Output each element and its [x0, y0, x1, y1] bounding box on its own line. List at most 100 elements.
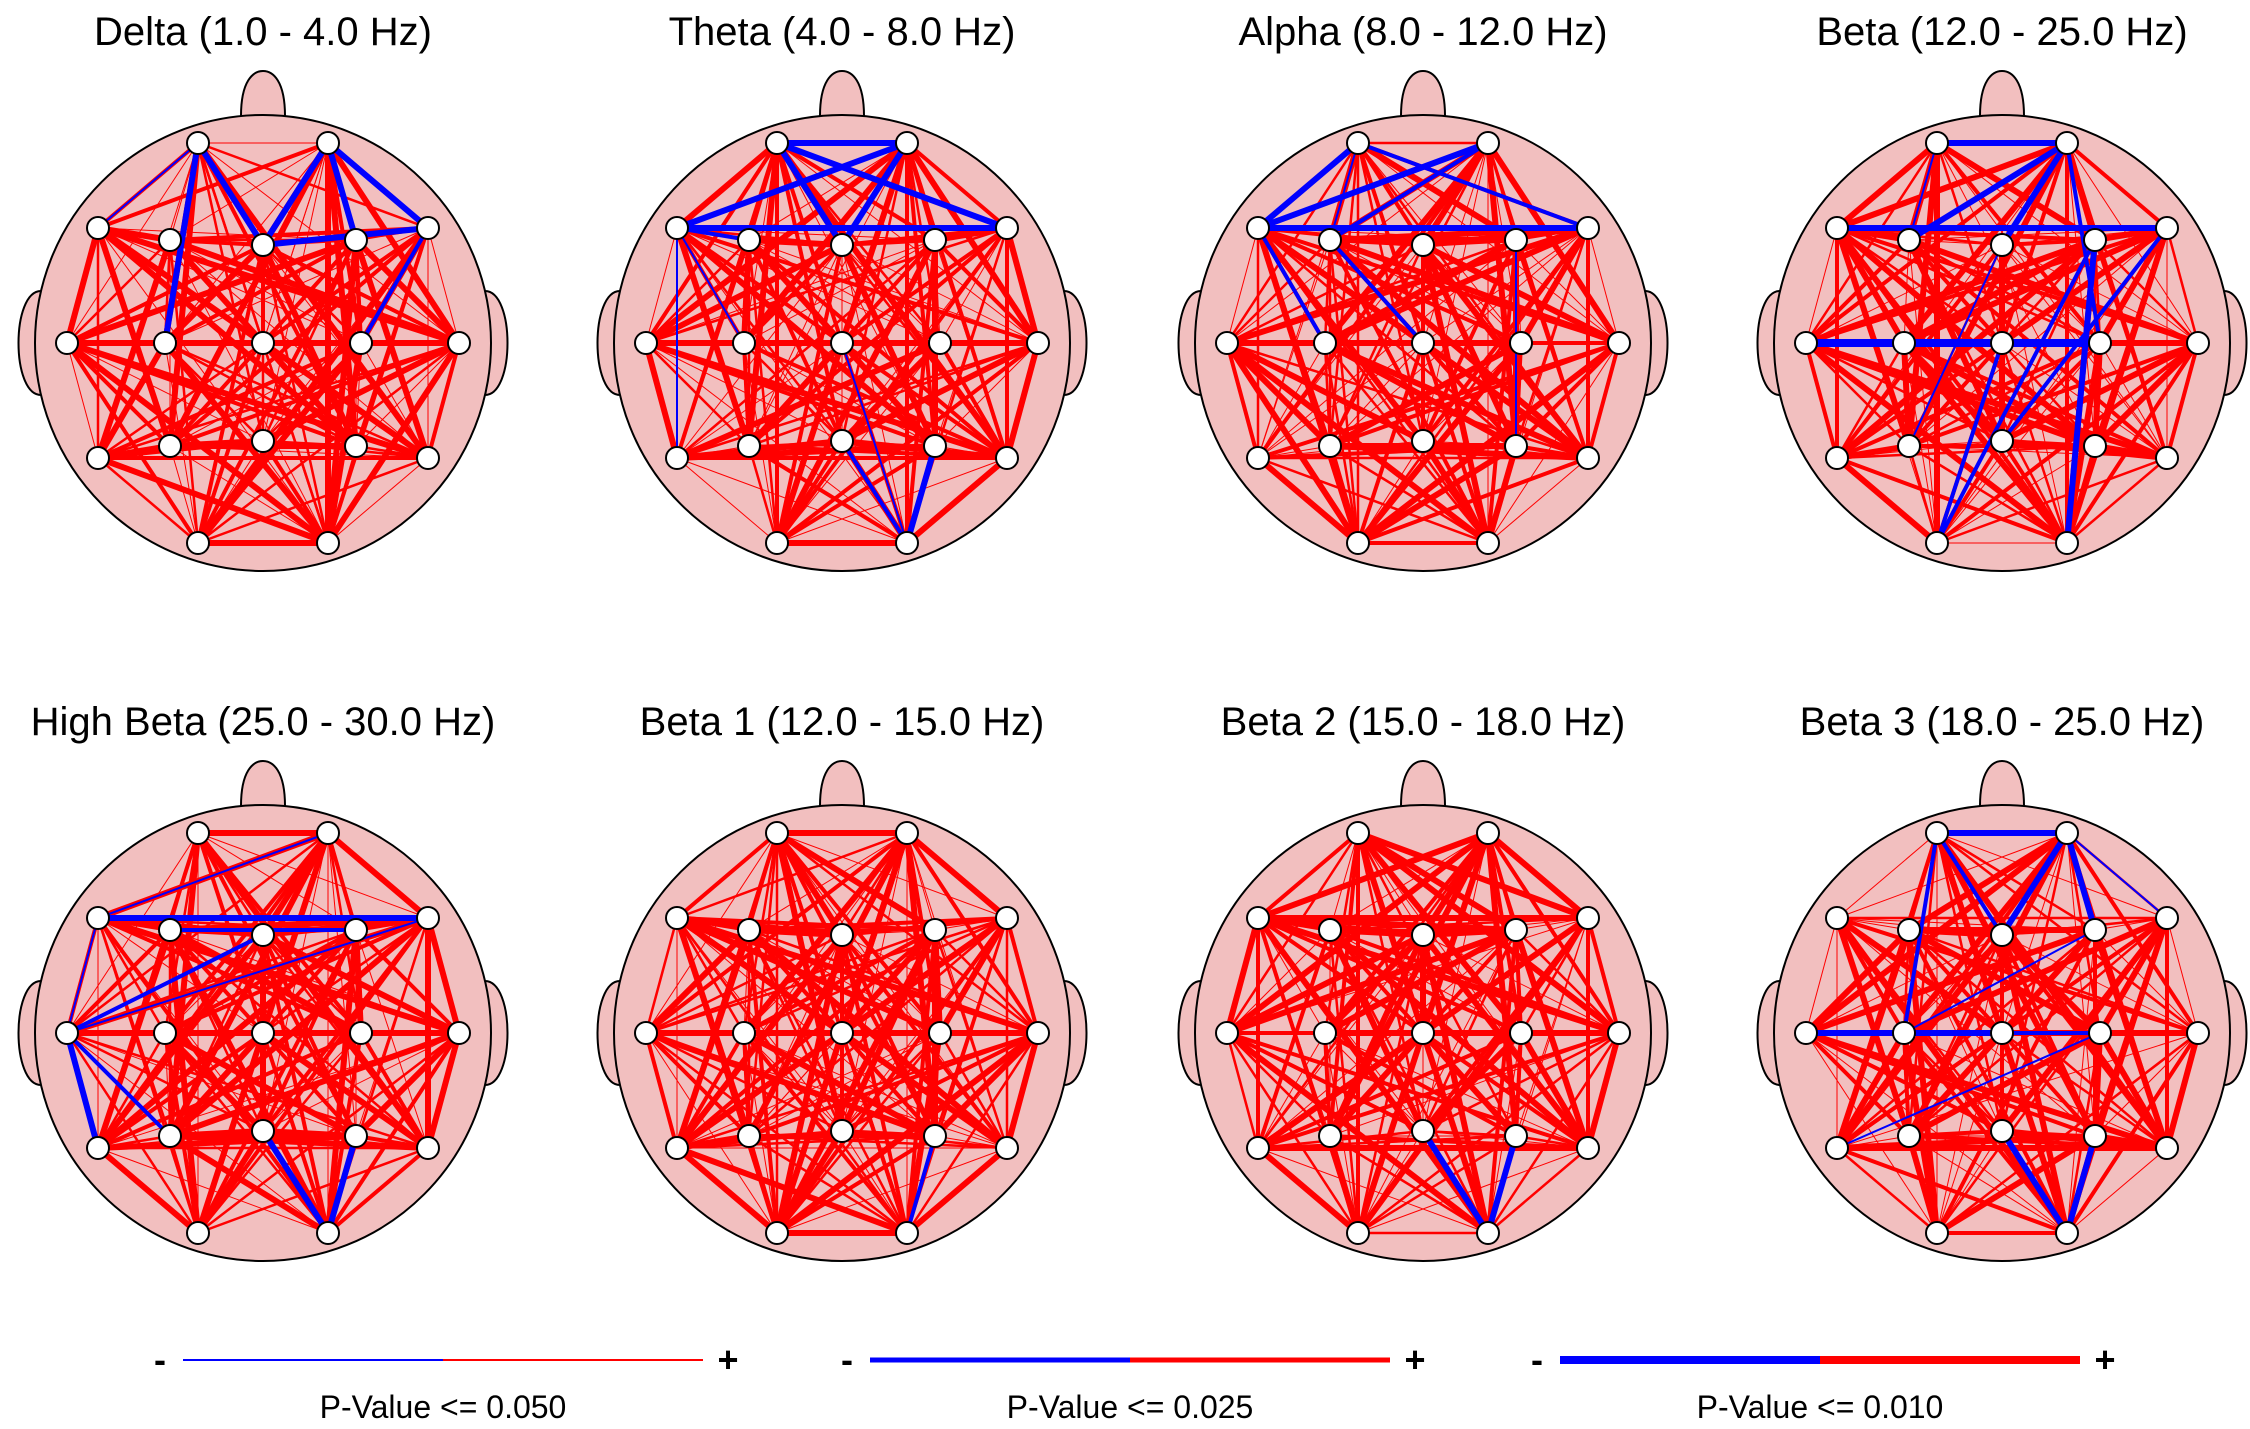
- positive-connection: [353, 237, 462, 346]
- negative-connection: [839, 141, 910, 247]
- positive-connection: [2001, 1031, 2168, 1150]
- electrode-o1: [186, 1221, 210, 1245]
- positive-connection: [1805, 917, 1838, 1034]
- positive-connection: [359, 1031, 430, 1150]
- negative-connection: [775, 140, 1009, 231]
- positive-connection: [164, 341, 357, 448]
- positive-connection: [939, 227, 1008, 344]
- electrode-t5: [1825, 1136, 1849, 1160]
- electrode-f4: [344, 918, 368, 942]
- positive-connection: [1834, 1031, 1907, 1150]
- electrode-p4: [2083, 1124, 2107, 1148]
- positive-connection: [1586, 917, 1621, 1034]
- panel-title: Beta 3 (18.0 - 25.0 Hz): [1800, 700, 2205, 744]
- positive-connection: [1225, 1032, 1260, 1149]
- positive-connection: [1257, 1032, 1326, 1149]
- positive-connection: [1836, 832, 1938, 919]
- positive-connection: [2066, 142, 2199, 344]
- negative-connection: [1329, 142, 1359, 241]
- legend-label: P-Value <= 0.050: [320, 1389, 567, 1425]
- electrode-o1: [765, 531, 789, 555]
- positive-connection: [1226, 1032, 1331, 1137]
- positive-connection: [1323, 237, 1518, 346]
- positive-connection: [195, 831, 431, 1150]
- electrode-c4: [349, 1021, 373, 1045]
- right-ear-shape: [1063, 979, 1088, 1087]
- electrode-fz: [251, 233, 275, 257]
- positive-connection: [1836, 226, 2003, 345]
- negative-connection: [840, 439, 909, 545]
- electrode-c3: [1313, 331, 1337, 355]
- positive-connection: [1835, 237, 2097, 461]
- positive-connections: [1224, 830, 1622, 1236]
- positive-connection: [261, 934, 330, 1234]
- positive-connection: [1328, 239, 1360, 544]
- positive-connection: [1804, 340, 2069, 546]
- electrode-t6: [416, 1136, 440, 1160]
- positive-connection: [2065, 1031, 2200, 1235]
- positive-connection: [841, 238, 936, 247]
- electrode-fp2: [316, 821, 340, 845]
- positive-connection: [1487, 1147, 1589, 1234]
- electrode-fp2: [1476, 821, 1500, 845]
- positive-connection: [1357, 832, 1589, 1149]
- electrode-t6: [995, 1136, 1019, 1160]
- positive-connection: [1836, 916, 2199, 1035]
- positive-connection: [2066, 457, 2168, 544]
- electrode-f4: [1504, 228, 1528, 252]
- positive-connection: [1257, 342, 1424, 459]
- positive-connection: [775, 1134, 937, 1235]
- negative-connection: [325, 142, 359, 241]
- electrode-fp2: [2055, 821, 2079, 845]
- left-ear-shape: [17, 979, 42, 1087]
- positive-connection: [676, 1032, 941, 1149]
- legend-plus: +: [1404, 1339, 1425, 1380]
- positive-connection: [66, 340, 429, 461]
- positive-connection: [326, 832, 358, 931]
- positive-connection: [169, 239, 264, 344]
- electrode-pz: [1411, 1119, 1435, 1143]
- negative-connections: [64, 832, 429, 1235]
- positive-connection: [747, 832, 779, 931]
- positive-connection: [2001, 1032, 2096, 1137]
- electrode-p4: [2083, 434, 2107, 458]
- electrodes: [1215, 131, 1631, 555]
- positive-connection: [676, 342, 843, 459]
- positive-connection: [1908, 341, 2199, 448]
- positive-connection: [645, 1031, 843, 1133]
- electrode-t6: [1576, 446, 1600, 470]
- electrode-p4: [923, 1124, 947, 1148]
- positive-connection: [839, 340, 943, 444]
- positive-connection: [1225, 342, 1260, 459]
- positive-connection: [1257, 1031, 1522, 1150]
- electrode-t3: [634, 331, 658, 355]
- electrode-f8: [2155, 216, 2179, 240]
- electrode-f8: [2155, 906, 2179, 930]
- nose-shape: [818, 759, 866, 807]
- electrodes: [1215, 821, 1631, 1245]
- positive-connection: [743, 1032, 843, 1132]
- negative-connection: [675, 140, 909, 231]
- electrodes: [634, 821, 1050, 1245]
- electrode-fp2: [895, 131, 919, 155]
- positive-connection: [66, 1032, 357, 1137]
- head-panel: Beta 1 (12.0 - 15.0 Hz): [596, 700, 1088, 1262]
- electrode-t6: [2155, 1136, 2179, 1160]
- electrode-p3: [737, 1124, 761, 1148]
- positive-connection: [937, 916, 1010, 1035]
- positive-connection: [1486, 830, 1590, 921]
- positive-connection: [2094, 239, 2199, 344]
- left-ear-shape: [1756, 979, 1781, 1087]
- panel-title: Delta (1.0 - 4.0 Hz): [94, 10, 432, 54]
- positive-connection: [933, 929, 1009, 1149]
- legend-plus: +: [2094, 1339, 2115, 1380]
- positive-connection: [748, 917, 1008, 1137]
- positive-connection: [748, 142, 908, 241]
- positive-connection: [1226, 1031, 1424, 1133]
- positive-connection: [262, 341, 429, 460]
- positive-connection: [1804, 237, 2097, 346]
- positive-connection: [65, 928, 172, 1035]
- electrode-c3: [1892, 1021, 1916, 1045]
- positive-connection: [1804, 342, 1839, 459]
- positive-connection: [1356, 140, 1518, 243]
